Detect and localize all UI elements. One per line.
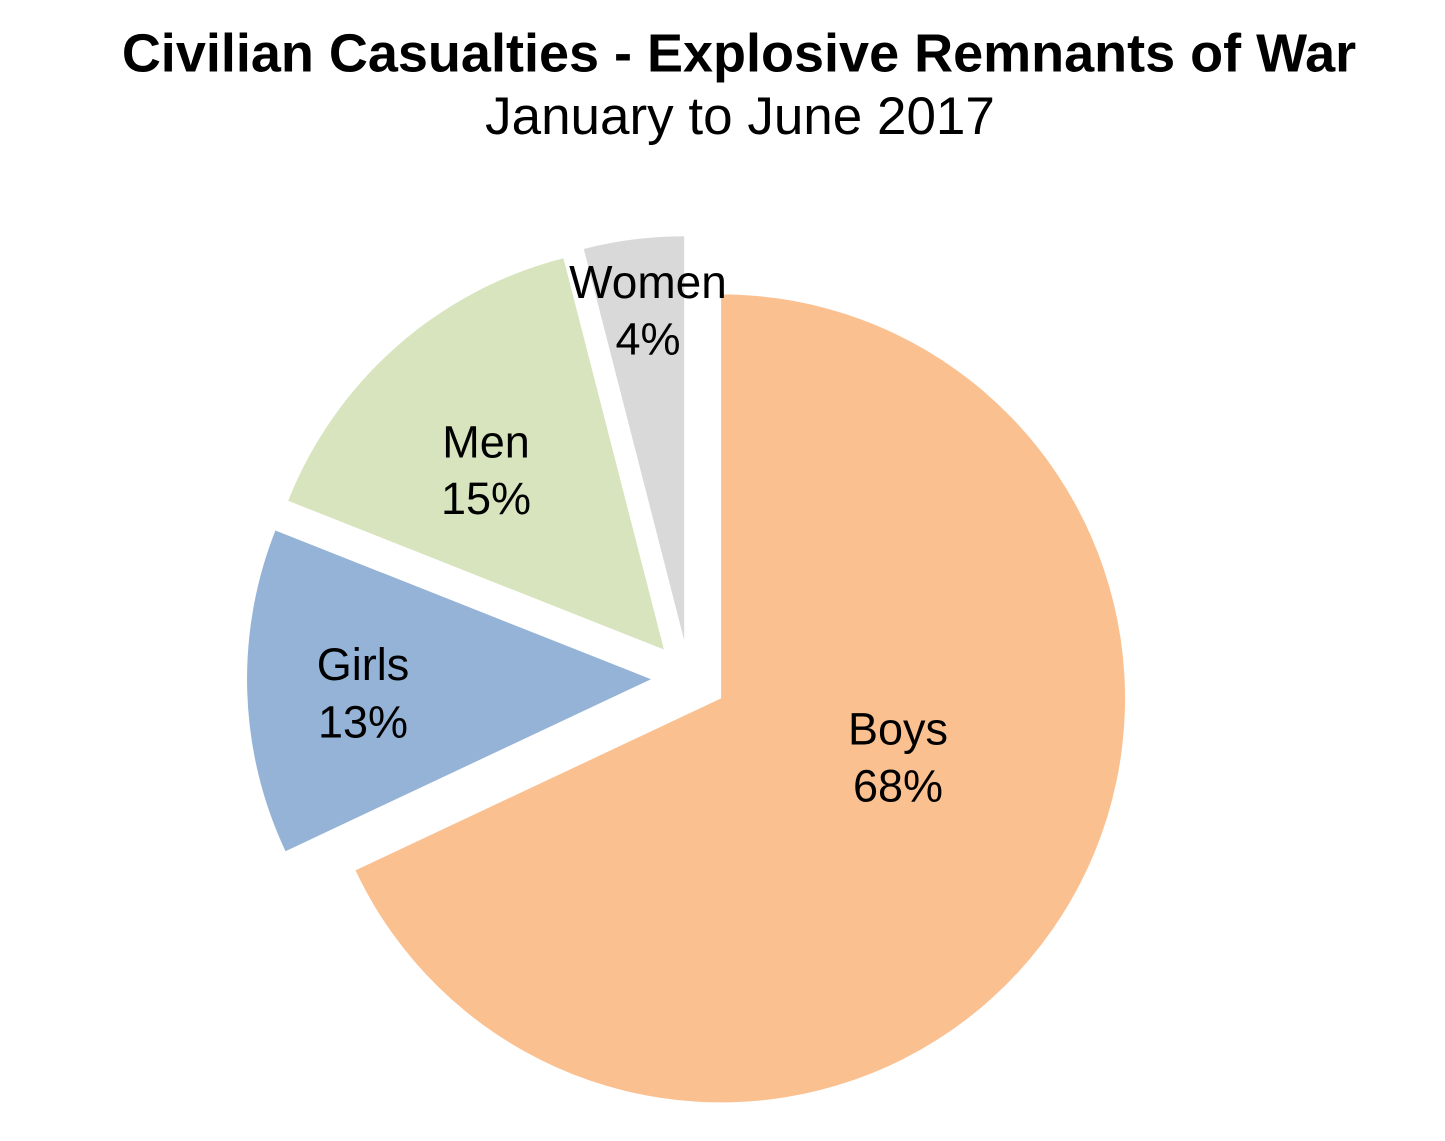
svg-text:13%: 13% bbox=[318, 697, 408, 748]
svg-text:Men: Men bbox=[442, 417, 530, 468]
svg-text:Civilian Casualties - Explosiv: Civilian Casualties - Explosive Remnants… bbox=[122, 24, 1356, 84]
svg-text:Boys: Boys bbox=[848, 704, 948, 755]
svg-text:4%: 4% bbox=[615, 314, 680, 365]
svg-text:Women: Women bbox=[569, 256, 727, 308]
svg-text:68%: 68% bbox=[853, 761, 943, 812]
svg-text:January to June 2017: January to June 2017 bbox=[485, 87, 995, 146]
svg-text:Girls: Girls bbox=[317, 639, 409, 690]
svg-text:15%: 15% bbox=[441, 473, 531, 524]
